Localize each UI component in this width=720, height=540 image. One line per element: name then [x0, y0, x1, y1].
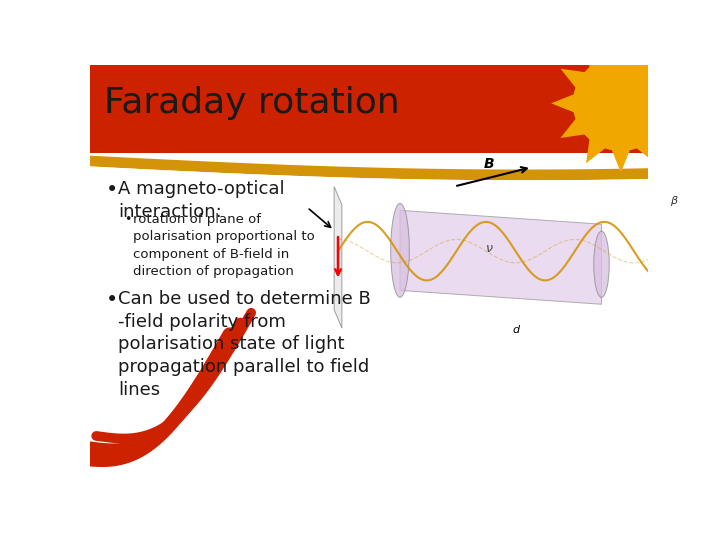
Text: A magneto-optical
interaction:: A magneto-optical interaction:: [118, 180, 284, 221]
Polygon shape: [611, 148, 631, 173]
Polygon shape: [578, 107, 598, 130]
Polygon shape: [586, 43, 606, 69]
Text: Faraday rotation: Faraday rotation: [104, 86, 400, 120]
Polygon shape: [655, 69, 681, 89]
Text: $\nu$: $\nu$: [485, 241, 493, 254]
Text: •: •: [106, 180, 118, 200]
Ellipse shape: [391, 204, 409, 298]
Polygon shape: [551, 94, 575, 113]
Ellipse shape: [594, 231, 609, 298]
Polygon shape: [586, 138, 606, 163]
Text: d: d: [513, 325, 520, 335]
Polygon shape: [90, 166, 648, 481]
Polygon shape: [635, 138, 656, 163]
Polygon shape: [560, 69, 586, 89]
Polygon shape: [90, 65, 648, 153]
Polygon shape: [560, 118, 586, 138]
Text: B: B: [484, 157, 495, 171]
Polygon shape: [666, 94, 690, 113]
Text: rotation of plane of
polarisation proportional to
component of B-field in
direct: rotation of plane of polarisation propor…: [133, 213, 315, 278]
Polygon shape: [90, 156, 648, 180]
Text: Can be used to determine B
-field polarity from
polarisation state of light
prop: Can be used to determine B -field polari…: [118, 289, 371, 399]
Polygon shape: [655, 118, 681, 138]
Polygon shape: [611, 34, 631, 58]
Polygon shape: [635, 43, 656, 69]
Text: •: •: [124, 213, 132, 226]
Polygon shape: [400, 211, 601, 304]
Text: $\beta$: $\beta$: [670, 194, 679, 208]
Polygon shape: [334, 186, 342, 328]
Polygon shape: [656, 194, 664, 320]
Text: •: •: [106, 289, 118, 309]
Circle shape: [573, 56, 669, 151]
